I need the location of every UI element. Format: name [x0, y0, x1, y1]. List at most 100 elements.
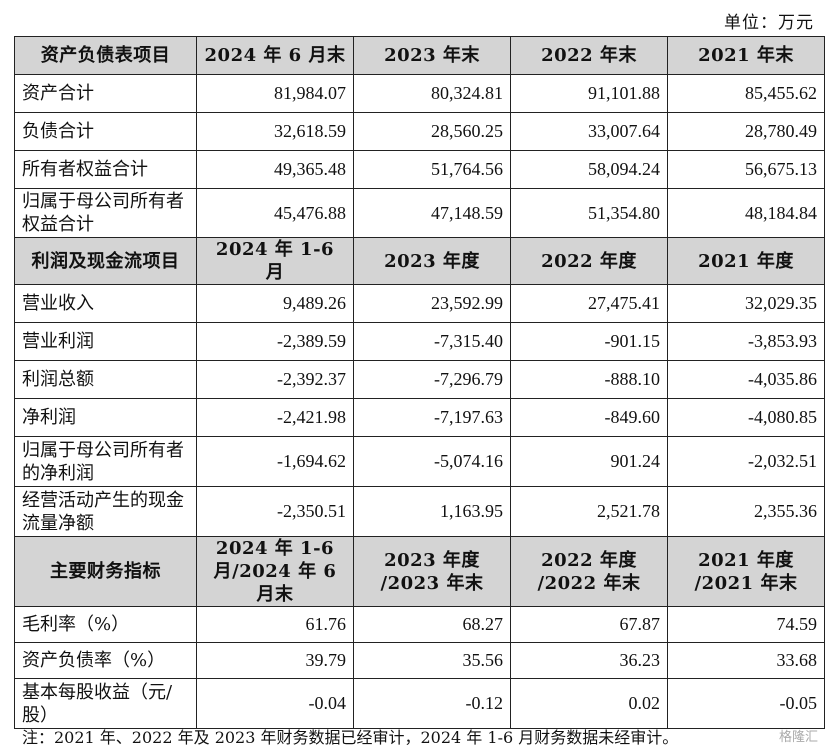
- table-row: 经营活动产生的现金流量净额 -2,350.51 1,163.95 2,521.7…: [14, 486, 825, 537]
- row-label: 所有者权益合计: [14, 150, 197, 189]
- value-cell: 33.68: [667, 642, 825, 679]
- row-label: 基本每股收益（元/股）: [14, 678, 197, 729]
- indicators-header-row: 主要财务指标 2024 年 1-6 月/2024 年 6 月末 2023 年度 …: [14, 536, 825, 607]
- header-cell: 利润及现金流项目: [14, 237, 197, 285]
- header-cell: 2023 年末: [353, 36, 511, 75]
- value-cell: 23,592.99: [353, 284, 511, 323]
- value-cell: -901.15: [510, 322, 668, 361]
- header-cell: 2021 年末: [667, 36, 825, 75]
- row-label: 营业利润: [14, 322, 197, 361]
- header-cell: 主要财务指标: [14, 536, 197, 607]
- header-cell: 2021 年度 /2021 年末: [667, 536, 825, 607]
- value-cell: 61.76: [196, 606, 354, 643]
- value-cell: 47,148.59: [353, 188, 511, 238]
- row-label: 归属于母公司所有者权益合计: [14, 188, 197, 238]
- header-cell: 2022 年末: [510, 36, 668, 75]
- row-label: 净利润: [14, 398, 197, 437]
- value-cell: -4,035.86: [667, 360, 825, 399]
- header-cell: 2021 年度: [667, 237, 825, 285]
- table-row: 归属于母公司所有者权益合计 45,476.88 47,148.59 51,354…: [14, 188, 825, 238]
- header-cell: 2023 年度: [353, 237, 511, 285]
- table-row: 所有者权益合计 49,365.48 51,764.56 58,094.24 56…: [14, 150, 825, 189]
- table-row: 营业收入 9,489.26 23,592.99 27,475.41 32,029…: [14, 284, 825, 323]
- table-row: 利润总额 -2,392.37 -7,296.79 -888.10 -4,035.…: [14, 360, 825, 399]
- table-row: 毛利率（%） 61.76 68.27 67.87 74.59: [14, 606, 825, 643]
- table-row: 资产合计 81,984.07 80,324.81 91,101.88 85,45…: [14, 74, 825, 113]
- value-cell: -849.60: [510, 398, 668, 437]
- header-cell: 2023 年度 /2023 年末: [353, 536, 511, 607]
- value-cell: -2,389.59: [196, 322, 354, 361]
- header-cell: 资产负债表项目: [14, 36, 197, 75]
- value-cell: 91,101.88: [510, 74, 668, 113]
- value-cell: 74.59: [667, 606, 825, 643]
- table-row: 资产负债率（%） 39.79 35.56 36.23 33.68: [14, 642, 825, 679]
- value-cell: 2,521.78: [510, 486, 668, 537]
- row-label: 归属于母公司所有者的净利润: [14, 436, 197, 487]
- row-label: 经营活动产生的现金流量净额: [14, 486, 197, 537]
- value-cell: 45,476.88: [196, 188, 354, 238]
- value-cell: -1,694.62: [196, 436, 354, 487]
- header-cell: 2024 年 1-6 月: [196, 237, 354, 285]
- value-cell: -2,350.51: [196, 486, 354, 537]
- watermark: 格隆汇: [778, 730, 818, 745]
- unit-label: 单位：万元: [724, 13, 814, 33]
- value-cell: -888.10: [510, 360, 668, 399]
- value-cell: 36.23: [510, 642, 668, 679]
- value-cell: -7,296.79: [353, 360, 511, 399]
- table-row: 净利润 -2,421.98 -7,197.63 -849.60 -4,080.8…: [14, 398, 825, 437]
- header-cell: 2022 年度 /2022 年末: [510, 536, 668, 607]
- value-cell: -7,315.40: [353, 322, 511, 361]
- value-cell: -2,421.98: [196, 398, 354, 437]
- profit-header-row: 利润及现金流项目 2024 年 1-6 月 2023 年度 2022 年度 20…: [14, 237, 825, 285]
- value-cell: 32,618.59: [196, 112, 354, 151]
- value-cell: -0.04: [196, 678, 354, 729]
- value-cell: 67.87: [510, 606, 668, 643]
- value-cell: -2,032.51: [667, 436, 825, 487]
- value-cell: 1,163.95: [353, 486, 511, 537]
- value-cell: 39.79: [196, 642, 354, 679]
- table-row: 归属于母公司所有者的净利润 -1,694.62 -5,074.16 901.24…: [14, 436, 825, 487]
- row-label: 资产负债率（%）: [14, 642, 197, 679]
- value-cell: -7,197.63: [353, 398, 511, 437]
- value-cell: -5,074.16: [353, 436, 511, 487]
- header-cell: 2022 年度: [510, 237, 668, 285]
- value-cell: 51,764.56: [353, 150, 511, 189]
- balance-header-row: 资产负债表项目 2024 年 6 月末 2023 年末 2022 年末 2021…: [14, 36, 825, 75]
- row-label: 利润总额: [14, 360, 197, 399]
- value-cell: 28,560.25: [353, 112, 511, 151]
- value-cell: -4,080.85: [667, 398, 825, 437]
- value-cell: 0.02: [510, 678, 668, 729]
- row-label: 营业收入: [14, 284, 197, 323]
- row-label: 资产合计: [14, 74, 197, 113]
- value-cell: -2,392.37: [196, 360, 354, 399]
- value-cell: 901.24: [510, 436, 668, 487]
- value-cell: 35.56: [353, 642, 511, 679]
- value-cell: 49,365.48: [196, 150, 354, 189]
- financial-summary-table: 资产负债表项目 2024 年 6 月末 2023 年末 2022 年末 2021…: [14, 36, 825, 729]
- table-row: 基本每股收益（元/股） -0.04 -0.12 0.02 -0.05: [14, 678, 825, 729]
- footnote: 注：2021 年、2022 年及 2023 年财务数据已经审计，2024 年 1…: [22, 728, 679, 747]
- value-cell: 33,007.64: [510, 112, 668, 151]
- value-cell: -0.05: [667, 678, 825, 729]
- header-cell: 2024 年 6 月末: [196, 36, 354, 75]
- row-label: 毛利率（%）: [14, 606, 197, 643]
- value-cell: 56,675.13: [667, 150, 825, 189]
- value-cell: -0.12: [353, 678, 511, 729]
- value-cell: 48,184.84: [667, 188, 825, 238]
- value-cell: 85,455.62: [667, 74, 825, 113]
- value-cell: 9,489.26: [196, 284, 354, 323]
- table-row: 负债合计 32,618.59 28,560.25 33,007.64 28,78…: [14, 112, 825, 151]
- row-label: 负债合计: [14, 112, 197, 151]
- value-cell: 2,355.36: [667, 486, 825, 537]
- value-cell: 32,029.35: [667, 284, 825, 323]
- value-cell: 80,324.81: [353, 74, 511, 113]
- value-cell: 28,780.49: [667, 112, 825, 151]
- value-cell: 58,094.24: [510, 150, 668, 189]
- value-cell: 68.27: [353, 606, 511, 643]
- value-cell: 81,984.07: [196, 74, 354, 113]
- value-cell: 27,475.41: [510, 284, 668, 323]
- value-cell: -3,853.93: [667, 322, 825, 361]
- value-cell: 51,354.80: [510, 188, 668, 238]
- header-cell: 2024 年 1-6 月/2024 年 6 月末: [196, 536, 354, 607]
- table-row: 营业利润 -2,389.59 -7,315.40 -901.15 -3,853.…: [14, 322, 825, 361]
